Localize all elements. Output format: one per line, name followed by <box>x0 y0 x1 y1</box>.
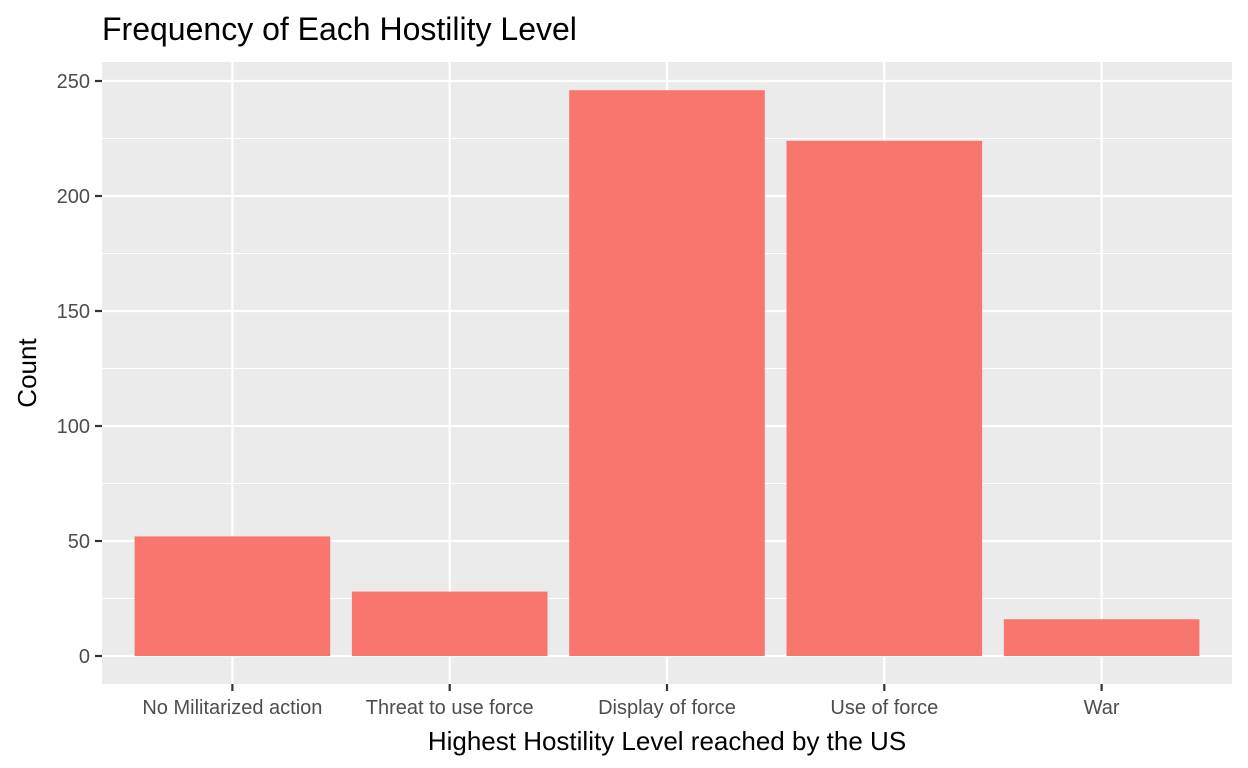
bar <box>786 140 983 657</box>
y-tick-label: 200 <box>57 186 90 208</box>
x-tick-label: War <box>1084 697 1120 719</box>
x-axis-label: Highest Hostility Level reached by the U… <box>428 726 906 756</box>
y-axis: 0 50 100 150 200 250 <box>57 71 102 668</box>
y-tick-label: 150 <box>57 301 90 323</box>
y-axis-label: Count <box>12 338 42 408</box>
bar <box>351 591 548 656</box>
x-tick-label: Threat to use force <box>366 697 534 719</box>
bar <box>134 536 331 656</box>
y-tick-label: 100 <box>57 416 90 438</box>
bar <box>569 90 765 656</box>
y-tick-label: 50 <box>68 531 90 553</box>
bar <box>1003 619 1200 656</box>
x-tick-label: Use of force <box>830 697 938 719</box>
x-tick-label: Display of force <box>598 697 736 719</box>
bars <box>134 90 1200 657</box>
x-tick-label: No Militarized action <box>142 697 322 719</box>
x-axis: No Militarized action Threat to use force… <box>142 684 1120 719</box>
y-tick-label: 250 <box>57 71 90 93</box>
y-tick-label: 0 <box>79 646 90 668</box>
chart-title: Frequency of Each Hostility Level <box>102 11 577 47</box>
